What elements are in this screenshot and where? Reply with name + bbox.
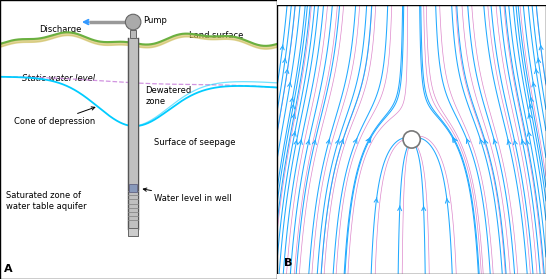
FancyArrowPatch shape xyxy=(291,104,295,109)
FancyArrowPatch shape xyxy=(285,69,289,74)
FancyArrowPatch shape xyxy=(292,131,296,136)
FancyArrowPatch shape xyxy=(539,45,543,50)
FancyArrowPatch shape xyxy=(299,140,302,145)
FancyArrowPatch shape xyxy=(532,82,536,87)
FancyArrowPatch shape xyxy=(292,113,295,118)
FancyArrowPatch shape xyxy=(453,138,458,143)
FancyArrowPatch shape xyxy=(452,137,456,142)
FancyArrowPatch shape xyxy=(529,104,532,109)
Text: A: A xyxy=(4,264,13,274)
FancyArrowPatch shape xyxy=(340,139,343,144)
Bar xyxy=(128,228,138,236)
Text: Surface of seepage: Surface of seepage xyxy=(154,138,235,147)
FancyArrowPatch shape xyxy=(312,140,316,145)
FancyArrowPatch shape xyxy=(521,140,525,145)
FancyArrowPatch shape xyxy=(446,198,449,203)
FancyArrowPatch shape xyxy=(306,140,310,145)
FancyArrowPatch shape xyxy=(280,45,284,50)
Text: Saturated zone of
water table aquifer: Saturated zone of water table aquifer xyxy=(5,191,86,211)
FancyArrowPatch shape xyxy=(513,140,517,145)
FancyArrowPatch shape xyxy=(288,82,292,87)
Text: Pump: Pump xyxy=(143,16,167,25)
FancyArrowPatch shape xyxy=(484,139,488,144)
FancyArrowPatch shape xyxy=(353,138,357,143)
Circle shape xyxy=(403,131,420,148)
FancyArrowPatch shape xyxy=(466,138,470,143)
Bar xyxy=(129,184,137,192)
FancyArrowPatch shape xyxy=(374,198,378,203)
FancyArrowPatch shape xyxy=(535,69,538,74)
FancyArrowPatch shape xyxy=(327,139,330,144)
FancyArrowPatch shape xyxy=(527,131,531,136)
Text: Water level in well: Water level in well xyxy=(143,188,232,203)
Text: B: B xyxy=(284,258,293,268)
Bar xyxy=(128,38,138,229)
FancyArrowPatch shape xyxy=(493,139,497,144)
Bar xyxy=(129,38,137,229)
FancyArrowPatch shape xyxy=(367,137,371,142)
Bar xyxy=(130,30,136,38)
FancyArrowPatch shape xyxy=(422,206,426,211)
FancyArrowPatch shape xyxy=(294,140,298,145)
Text: Static water level: Static water level xyxy=(22,74,96,83)
Circle shape xyxy=(126,14,141,30)
FancyArrowPatch shape xyxy=(537,58,541,63)
FancyArrowPatch shape xyxy=(366,138,370,143)
FancyArrowPatch shape xyxy=(290,97,294,102)
FancyArrowPatch shape xyxy=(528,113,532,118)
Text: Land surface: Land surface xyxy=(188,31,243,40)
Text: Cone of depression: Cone of depression xyxy=(14,107,95,126)
Text: Dewatered
zone: Dewatered zone xyxy=(146,86,192,106)
FancyArrowPatch shape xyxy=(526,140,530,145)
FancyArrowPatch shape xyxy=(336,139,339,144)
FancyArrowPatch shape xyxy=(530,97,533,102)
Text: Discharge: Discharge xyxy=(39,25,81,34)
FancyArrowPatch shape xyxy=(507,140,511,145)
FancyArrowPatch shape xyxy=(480,139,483,144)
FancyArrowPatch shape xyxy=(283,58,287,63)
FancyArrowPatch shape xyxy=(397,206,402,211)
